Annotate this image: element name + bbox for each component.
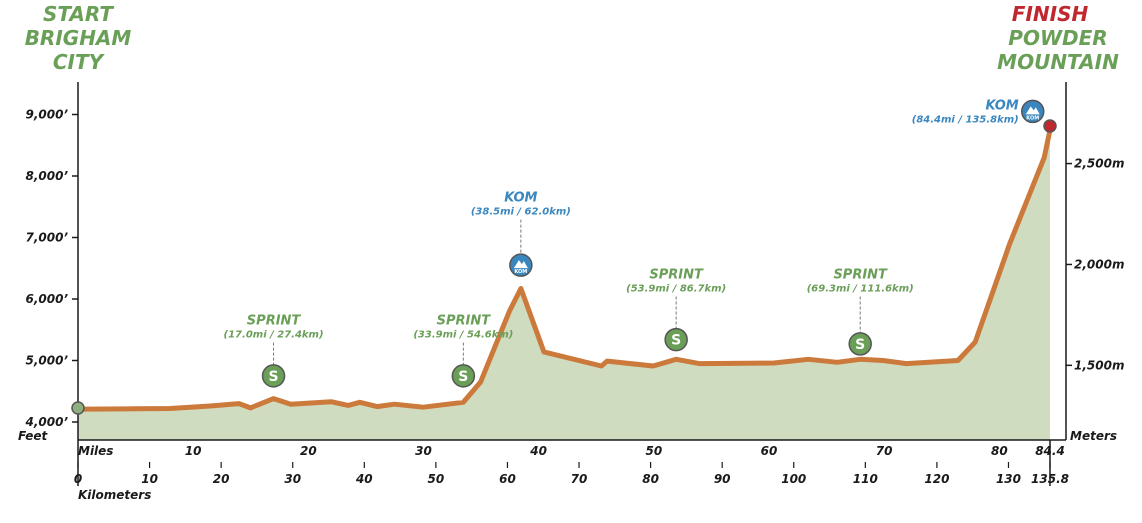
km-tick-label: 70: [571, 472, 588, 486]
sprint-glyph-text: S: [855, 337, 865, 353]
annotation-detail: (17.0mi / 27.4km): [224, 330, 324, 341]
miles-tick-label: 60: [761, 444, 778, 458]
km-tick-label: 10: [141, 472, 158, 486]
finish-name-line2: MOUNTAIN: [997, 50, 1119, 74]
annotation-detail: (33.9mi / 54.6km): [413, 330, 513, 341]
km-tick-label: 50: [428, 472, 445, 486]
feet-tick-label: 7,000’: [25, 231, 68, 245]
start-heading: START BRIGHAM CITY: [25, 2, 132, 74]
finish-label: FINISH: [1012, 2, 1089, 26]
start-name-line1: BRIGHAM: [25, 26, 132, 50]
annotation-title: SPRINT: [833, 268, 888, 283]
km-tick-label: 135.8: [1031, 472, 1069, 486]
feet-tick-label: 4,000’: [24, 415, 68, 429]
miles-tick-label: 84.4: [1035, 444, 1065, 458]
annotation-title: SPRINT: [247, 314, 302, 329]
kom-glyph-text: KOM: [1026, 115, 1039, 121]
annotation-detail: (38.5mi / 62.0km): [471, 207, 571, 218]
km-tick-label: 110: [853, 472, 878, 486]
annotation-detail: (84.4mi / 135.8km): [912, 114, 1019, 125]
km-tick-label: 130: [996, 472, 1021, 486]
miles-tick-label: 70: [876, 444, 893, 458]
ylabel-left: Feet: [18, 429, 49, 443]
sprint-annotation: SPRINT(69.3mi / 111.6km) S: [807, 268, 914, 356]
feet-tick-label: 5,000’: [25, 354, 68, 368]
sprint-icon: [451, 364, 476, 388]
sprint-annotation: SPRINT(17.0mi / 27.4km) S: [224, 314, 324, 388]
meter-tick-label: 2,000m: [1074, 257, 1124, 271]
km-tick-label: 60: [499, 472, 516, 486]
kom-glyph-text: KOM: [514, 269, 527, 275]
km-tick-label: 20: [213, 472, 230, 486]
start-marker: [71, 401, 85, 415]
route-line: [75, 127, 1053, 412]
miles-tick-label: 10: [185, 444, 202, 458]
sprint-icon: [261, 364, 286, 388]
annotation-title: KOM: [504, 191, 537, 206]
km-tick-label: 120: [924, 472, 949, 486]
km-tick-label: 100: [781, 472, 806, 486]
miles-tick-label: 80: [991, 444, 1008, 458]
annotation-title: KOM: [986, 98, 1019, 113]
finish-marker: [1043, 119, 1057, 133]
annotation-detail: (53.9mi / 86.7km): [626, 284, 726, 295]
elevation-area: [78, 129, 1050, 440]
feet-tick-label: 6,000’: [25, 292, 68, 306]
miles-tick-label: 40: [529, 444, 547, 458]
finish-name-line1: POWDER: [1008, 26, 1107, 50]
sprint-annotation: SPRINT(53.9mi / 86.7km) S: [626, 268, 726, 352]
feet-tick-label: 8,000’: [25, 169, 68, 183]
meter-tick-label: 1,500m: [1074, 358, 1124, 372]
annotation-title: SPRINT: [437, 314, 492, 329]
ylabel-right: Meters: [1070, 429, 1117, 443]
sprint-icon: [664, 327, 688, 352]
feet-tick-label: 9,000’: [25, 108, 68, 122]
miles-axis-ticks: 10 20 30 40 50 60 70 80 84.4: [185, 444, 1065, 458]
feet-axis-ticks: 4,000’ 5,000’ 6,000’ 7,000’ 8,000’ 9,000’: [24, 108, 78, 429]
miles-tick-label: 50: [645, 444, 662, 458]
mountain-glyph: [1025, 106, 1040, 115]
xlabel-miles: Miles: [78, 444, 113, 458]
sprint-glyph-text: S: [269, 369, 279, 385]
annotation-title: SPRINT: [649, 268, 704, 283]
sprint-glyph-text: S: [671, 333, 681, 349]
sprint-annotation: SPRINT(33.9mi / 54.6km) S: [413, 314, 513, 388]
xlabel-km: Kilometers: [78, 488, 151, 502]
meter-axis-ticks: 1,500m 2,000m 2,500m: [1066, 157, 1124, 372]
km-tick-label: 30: [284, 472, 301, 486]
km-tick-label: 40: [355, 472, 373, 486]
mountain-glyph: [513, 260, 528, 269]
kom-annotation: KOM(38.5mi / 62.0km)KOM: [471, 191, 571, 277]
finish-heading: FINISH POWDER MOUNTAIN: [997, 2, 1119, 74]
start-label: START: [43, 2, 114, 26]
meter-tick-label: 2,500m: [1074, 157, 1124, 171]
miles-tick-label: 30: [415, 444, 432, 458]
kilometer-axis-ticks: 0 10 20 30 40 50 60 70 80 90 100 110 120 130 135.8: [74, 462, 1069, 486]
sprint-icon: [848, 332, 872, 356]
kom-annotation: KOM(84.4mi / 135.8km) KOM: [912, 98, 1045, 125]
annotation-detail: (69.3mi / 111.6km): [807, 284, 914, 295]
km-tick-label: 90: [714, 472, 731, 486]
km-tick-label: 80: [642, 472, 659, 486]
miles-tick-label: 20: [300, 444, 317, 458]
start-name-line2: CITY: [53, 50, 106, 74]
km-tick-label: 0: [74, 472, 82, 486]
sprint-glyph-text: S: [458, 369, 468, 385]
